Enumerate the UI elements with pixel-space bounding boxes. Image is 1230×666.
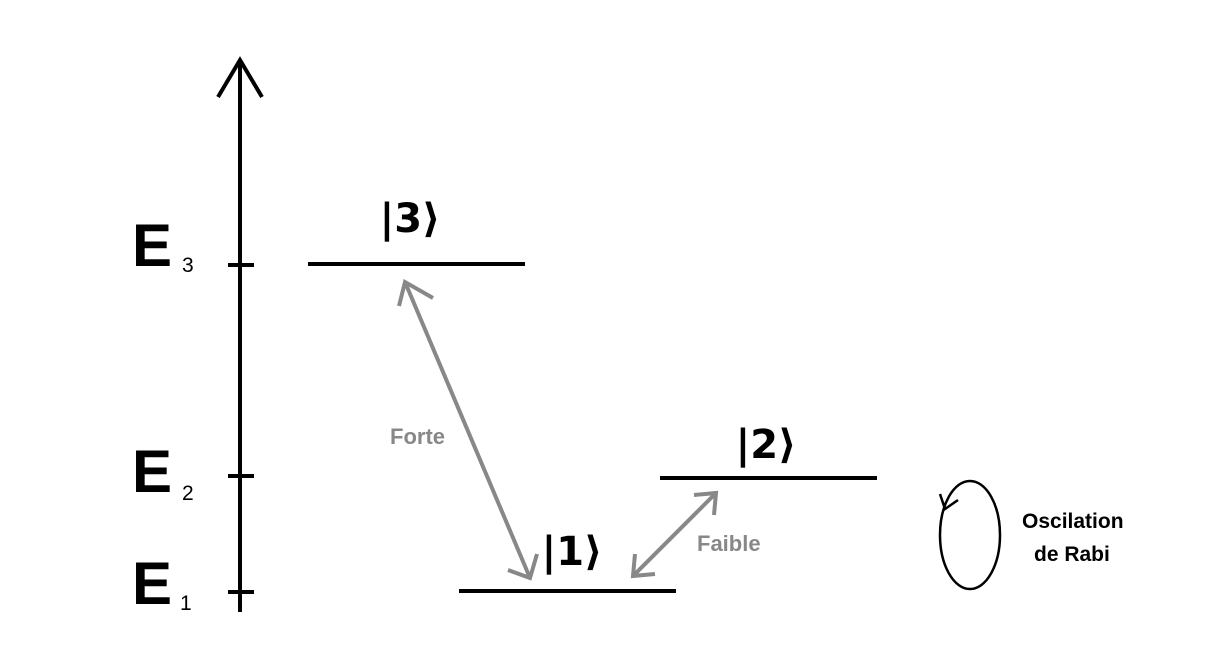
weak-coupling-arrowhead-bottom: [630, 553, 656, 579]
axis-label-e2: E: [132, 438, 172, 505]
strong-coupling-arrowhead-bottom: [507, 553, 539, 581]
strong-coupling-arrow: [403, 281, 532, 579]
couplings: Forte Faible: [390, 278, 761, 581]
weak-coupling-arrowhead-top: [693, 490, 719, 516]
axis-sub-e2: 2: [182, 482, 194, 505]
axis-sub-e1: 1: [180, 592, 192, 615]
rabi-label-line-2: de Rabi: [1034, 543, 1110, 566]
energy-levels: |3⟩ |2⟩ |1⟩: [308, 196, 877, 593]
rabi-loop-arrowhead-icon: [938, 493, 959, 511]
axis-label-e1: E: [132, 550, 172, 617]
axis-sub-e3: 3: [182, 254, 194, 277]
rabi-oscillation: Oscilation de Rabi: [938, 479, 1124, 591]
ket-label-1: |1⟩: [542, 529, 603, 576]
energy-axis-arrowhead: [216, 56, 264, 99]
energy-axis: E 3 E 2 E 1: [132, 56, 264, 617]
weak-coupling-label: Faible: [697, 531, 761, 556]
rabi-loop-icon: [938, 479, 1002, 591]
rabi-label-line-1: Oscilation: [1022, 510, 1124, 533]
strong-coupling-arrowhead-top: [397, 278, 434, 307]
ket-label-2: |2⟩: [736, 422, 797, 469]
strong-coupling-label: Forte: [390, 424, 445, 449]
ket-label-3: |3⟩: [380, 196, 441, 243]
weak-coupling-arrow: [631, 491, 718, 578]
axis-label-e3: E: [132, 212, 172, 279]
